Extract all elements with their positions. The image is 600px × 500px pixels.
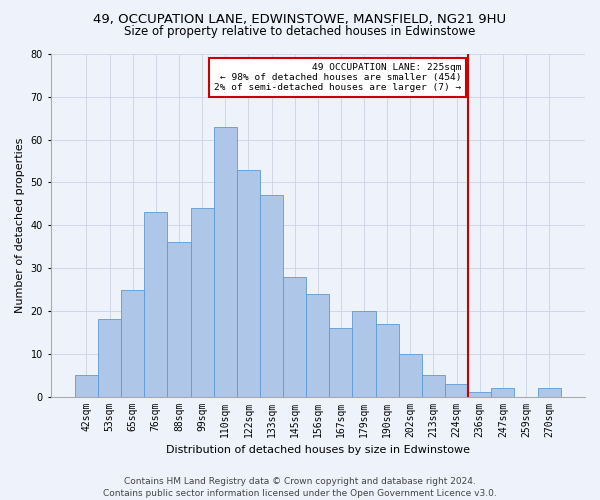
Bar (167, 242, 191, 396)
Bar (98, 320, 121, 396)
Bar (352, 311, 376, 396)
Bar (214, 127, 237, 396)
Bar (191, 208, 214, 396)
Bar (121, 290, 144, 397)
Bar (538, 388, 561, 396)
Bar (329, 328, 352, 396)
Text: 49 OCCUPATION LANE: 225sqm
← 98% of detached houses are smaller (454)
2% of semi: 49 OCCUPATION LANE: 225sqm ← 98% of deta… (214, 62, 461, 92)
Bar (491, 388, 514, 396)
Bar (376, 324, 399, 396)
Bar (445, 384, 468, 396)
Bar (399, 354, 422, 397)
Bar (306, 294, 329, 396)
Text: 49, OCCUPATION LANE, EDWINSTOWE, MANSFIELD, NG21 9HU: 49, OCCUPATION LANE, EDWINSTOWE, MANSFIE… (94, 12, 506, 26)
Text: Size of property relative to detached houses in Edwinstowe: Size of property relative to detached ho… (124, 25, 476, 38)
Bar (422, 375, 445, 396)
Bar (283, 276, 306, 396)
Y-axis label: Number of detached properties: Number of detached properties (15, 138, 25, 313)
X-axis label: Distribution of detached houses by size in Edwinstowe: Distribution of detached houses by size … (166, 445, 470, 455)
Bar (260, 196, 283, 396)
Bar (237, 170, 260, 396)
Bar (468, 392, 491, 396)
Bar (75, 375, 98, 396)
Bar (144, 212, 167, 396)
Text: Contains HM Land Registry data © Crown copyright and database right 2024.
Contai: Contains HM Land Registry data © Crown c… (103, 476, 497, 498)
